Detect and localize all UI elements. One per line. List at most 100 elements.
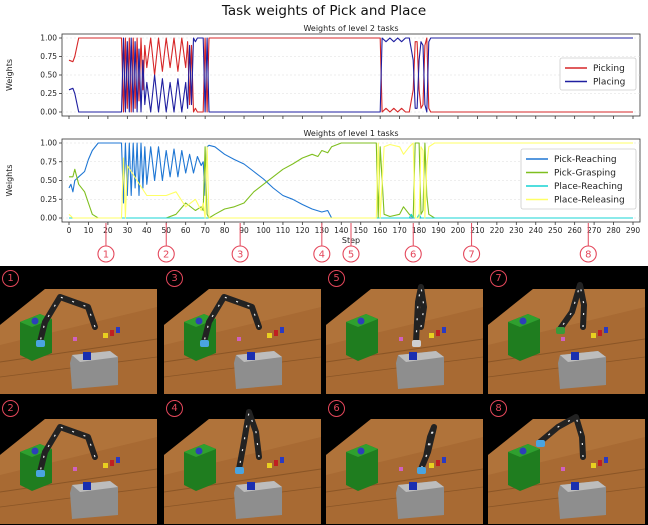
level2-panel: Weights of level 2 tasks 0.00 0.25 0.50 0.75…: [5, 24, 641, 119]
figure-title: Task weights of Pick and Place: [221, 3, 427, 19]
chart-area: Weights of level 2 tasks 0.00 0.25 0.50 0.75…: [5, 24, 641, 263]
level1-panel: Weights of level 1 tasks 0.00 0.25 0.50 0.75…: [5, 129, 641, 245]
scene-thumbnail: 1: [0, 267, 157, 394]
gripper-icon: [36, 470, 45, 477]
x-tick-label: 190: [431, 226, 446, 235]
scene-render: [488, 397, 645, 524]
y-tick-label: 0.50: [40, 176, 57, 185]
x-tick-label: 260: [567, 226, 582, 235]
x-tick-label: 140: [334, 226, 349, 235]
scene-label: 5: [328, 270, 345, 287]
scene-label: 8: [490, 400, 507, 417]
scene-render: [326, 397, 483, 524]
scene-grid: 1 3 5 7 2 4 6 8: [0, 266, 648, 525]
marker-circle: [579, 245, 597, 263]
marker-label: 5: [348, 250, 354, 261]
scene-label: 3: [166, 270, 183, 287]
scene-thumbnail: 7: [488, 267, 645, 394]
gripper-icon: [36, 340, 45, 347]
y-tick-label: 1.00: [40, 34, 57, 43]
marker-label: 8: [585, 250, 591, 261]
y-axis-label: Weights: [5, 59, 14, 91]
marker-label: 7: [468, 250, 474, 261]
x-tick-label: 30: [123, 226, 133, 235]
y-tick-label: 0.75: [40, 52, 57, 61]
scene-label: 2: [2, 400, 19, 417]
legend-entry: Placing: [593, 78, 625, 88]
scene-thumbnail: 5: [326, 267, 483, 394]
marker-circle: [463, 245, 481, 263]
y-tick-label: 0.00: [40, 108, 57, 117]
step-markers: 1 2 3 4 5 6 7 8: [97, 223, 597, 263]
x-tick-label: 230: [509, 226, 524, 235]
legend-entry: Pick-Reaching: [554, 155, 617, 165]
x-tick-label: 80: [220, 226, 230, 235]
x-tick-label: 90: [239, 226, 249, 235]
scene-label: 6: [328, 400, 345, 417]
scene-render: [488, 267, 645, 394]
x-tick-label: 150: [354, 226, 369, 235]
scene-thumbnail: 3: [164, 267, 321, 394]
x-tick-label: 170: [392, 226, 407, 235]
scene-thumbnail: 8: [488, 397, 645, 524]
scene-label: 4: [166, 400, 183, 417]
x-tick-label: 200: [451, 226, 466, 235]
marker-label: 2: [163, 250, 169, 261]
marker-label: 6: [410, 250, 416, 261]
series-line-place-releasing: [68, 142, 633, 219]
gripper-icon: [200, 340, 209, 347]
x-tick-label: 70: [200, 226, 210, 235]
gripper-icon: [556, 327, 565, 334]
scene-label: 7: [490, 270, 507, 287]
y-tick-label: 0.25: [40, 89, 57, 98]
x-tick-label: 40: [142, 226, 152, 235]
x-tick-label: 180: [412, 226, 427, 235]
y-tick-label: 0.75: [40, 157, 57, 166]
x-tick-label: 110: [276, 226, 291, 235]
x-tick-label: 20: [103, 226, 113, 235]
x-tick-label: 290: [626, 226, 641, 235]
marker-circle: [404, 245, 422, 263]
y-tick-label: 1.00: [40, 139, 57, 148]
subplot-title: Weights of level 2 tasks: [303, 24, 398, 33]
legend-entry: Place-Reaching: [554, 182, 623, 192]
x-tick-label: 280: [606, 226, 621, 235]
y-axis-label: Weights: [5, 164, 14, 196]
subplot-title: Weights of level 1 tasks: [303, 129, 398, 138]
x-tick-label: 220: [490, 226, 505, 235]
legend-entry: Pick-Grasping: [554, 169, 616, 179]
marker-circle: [157, 245, 175, 263]
scene-render: [164, 397, 321, 524]
y-tick-label: 0.25: [40, 195, 57, 204]
x-tick-label: 10: [84, 226, 94, 235]
x-tick-label: 270: [587, 226, 602, 235]
marker-circle: [97, 245, 115, 263]
scene-thumbnail: 6: [326, 397, 483, 524]
gripper-icon: [417, 467, 426, 474]
marker-circle: [231, 245, 249, 263]
x-tick-label: 210: [470, 226, 485, 235]
legend-entry: Place-Releasing: [554, 196, 625, 206]
x-tick-label: 100: [256, 226, 271, 235]
legend-entry: Picking: [593, 64, 625, 74]
series-line-placing: [68, 37, 633, 113]
x-tick-label: 0: [67, 226, 72, 235]
x-tick-label: 60: [181, 226, 191, 235]
marker-circle: [313, 245, 331, 263]
x-tick-label: 240: [529, 226, 544, 235]
x-tick-label: 250: [548, 226, 563, 235]
series-line-pick-reaching: [68, 142, 633, 219]
x-tick-label: 120: [295, 226, 310, 235]
marker-label: 4: [319, 250, 325, 261]
y-tick-label: 0.50: [40, 71, 57, 80]
marker-label: 1: [103, 250, 109, 261]
scene-render: [0, 397, 157, 524]
marker-label: 3: [237, 250, 243, 261]
gripper-icon: [412, 340, 421, 347]
scene-render: [164, 267, 321, 394]
marker-circle: [342, 245, 360, 263]
x-tick-label: 160: [373, 226, 388, 235]
gripper-icon: [536, 440, 545, 447]
scene-render: [0, 267, 157, 394]
scene-thumbnail: 4: [164, 397, 321, 524]
